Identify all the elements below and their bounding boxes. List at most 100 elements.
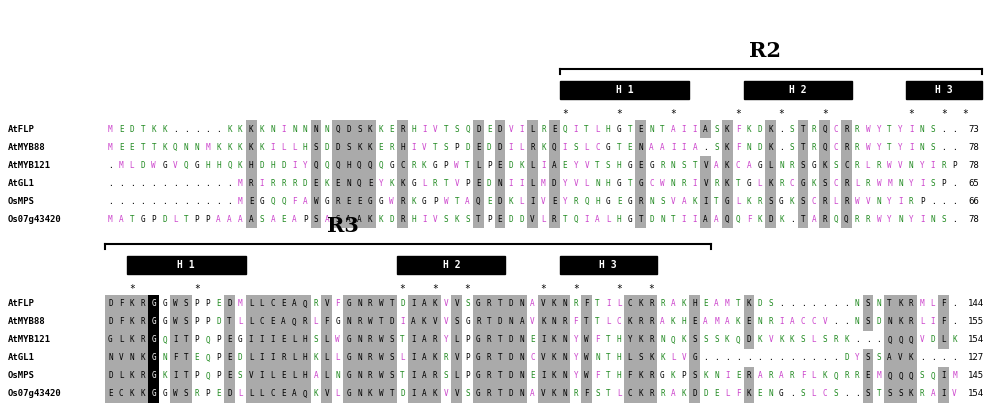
Text: *: * <box>962 109 968 119</box>
Bar <box>321 331 332 349</box>
Text: S: S <box>790 142 795 151</box>
Bar <box>246 295 257 313</box>
Text: C: C <box>844 160 849 169</box>
Text: W: W <box>379 299 383 308</box>
Text: S: S <box>260 214 264 223</box>
Text: K: K <box>314 353 318 362</box>
Bar <box>376 295 386 313</box>
Text: .: . <box>747 353 751 362</box>
Text: .: . <box>952 196 957 205</box>
Bar <box>181 331 192 349</box>
Text: R: R <box>844 142 849 151</box>
Text: K: K <box>541 317 546 326</box>
Text: T: T <box>444 178 448 187</box>
Text: P: P <box>206 299 210 308</box>
Text: G: G <box>346 371 351 380</box>
Text: P: P <box>465 335 470 344</box>
Bar <box>386 385 397 403</box>
Text: R: R <box>552 214 556 223</box>
Bar <box>408 385 419 403</box>
Bar <box>354 349 365 367</box>
Text: A: A <box>779 371 784 380</box>
Text: .: . <box>108 196 113 205</box>
Text: R: R <box>768 317 773 326</box>
Bar <box>538 295 549 313</box>
Text: K: K <box>368 142 372 151</box>
Bar <box>895 295 906 313</box>
Text: D: D <box>108 371 113 380</box>
Bar <box>332 120 343 138</box>
Text: Q: Q <box>909 371 914 380</box>
Text: P: P <box>454 142 459 151</box>
Bar <box>300 385 311 403</box>
Text: N: N <box>855 299 859 308</box>
Text: K: K <box>682 389 686 398</box>
Text: E: E <box>108 389 113 398</box>
Text: V: V <box>682 353 686 362</box>
Text: AtMYB88: AtMYB88 <box>8 317 46 326</box>
Bar <box>906 367 917 385</box>
Text: K: K <box>368 389 372 398</box>
Text: OsMPS: OsMPS <box>8 196 35 205</box>
Text: Y: Y <box>379 178 383 187</box>
Text: Q: Q <box>206 335 210 344</box>
Text: .: . <box>216 178 221 187</box>
Bar <box>722 138 733 156</box>
Text: E: E <box>530 335 535 344</box>
Text: R: R <box>433 371 437 380</box>
Text: N: N <box>346 178 351 187</box>
Text: K: K <box>141 389 145 398</box>
Bar <box>798 138 808 156</box>
Bar <box>473 367 484 385</box>
Bar <box>170 349 181 367</box>
Bar <box>635 295 646 313</box>
Text: W: W <box>173 317 178 326</box>
Text: R: R <box>292 178 297 187</box>
Text: D: D <box>649 214 654 223</box>
Bar <box>841 174 852 192</box>
Text: L: L <box>335 353 340 362</box>
Text: L: L <box>866 160 870 169</box>
Text: I: I <box>411 371 416 380</box>
Text: Q: Q <box>314 160 318 169</box>
Bar <box>300 295 311 313</box>
Text: L: L <box>617 389 621 398</box>
Text: S: S <box>573 142 578 151</box>
Text: *: * <box>573 284 579 294</box>
Text: L: L <box>119 335 124 344</box>
Text: T: T <box>736 178 740 187</box>
Text: A: A <box>703 214 708 223</box>
Bar <box>516 367 527 385</box>
Text: K: K <box>768 124 773 133</box>
Text: S: S <box>465 299 470 308</box>
Text: G: G <box>151 317 156 326</box>
Text: H: H <box>303 335 308 344</box>
Text: N: N <box>855 317 859 326</box>
Text: I: I <box>671 142 676 151</box>
Text: D: D <box>487 142 492 151</box>
Text: G: G <box>389 160 394 169</box>
Bar <box>257 313 267 331</box>
Text: S: S <box>866 299 870 308</box>
Text: .: . <box>779 142 784 151</box>
Text: T: T <box>476 214 481 223</box>
Text: R: R <box>411 160 416 169</box>
Bar <box>246 313 257 331</box>
Text: S: S <box>389 371 394 380</box>
Bar <box>560 349 570 367</box>
Bar <box>841 138 852 156</box>
Text: L: L <box>314 317 318 326</box>
Text: I: I <box>422 214 427 223</box>
Bar <box>419 313 430 331</box>
Text: H: H <box>216 160 221 169</box>
Text: L: L <box>454 371 459 380</box>
Text: .: . <box>736 353 740 362</box>
Text: V: V <box>325 299 329 308</box>
Text: R: R <box>822 214 827 223</box>
Text: K: K <box>909 353 914 362</box>
Text: Q: Q <box>898 371 903 380</box>
Text: K: K <box>779 214 784 223</box>
Text: L: L <box>130 160 134 169</box>
Text: A: A <box>530 299 535 308</box>
Text: I: I <box>509 142 513 151</box>
